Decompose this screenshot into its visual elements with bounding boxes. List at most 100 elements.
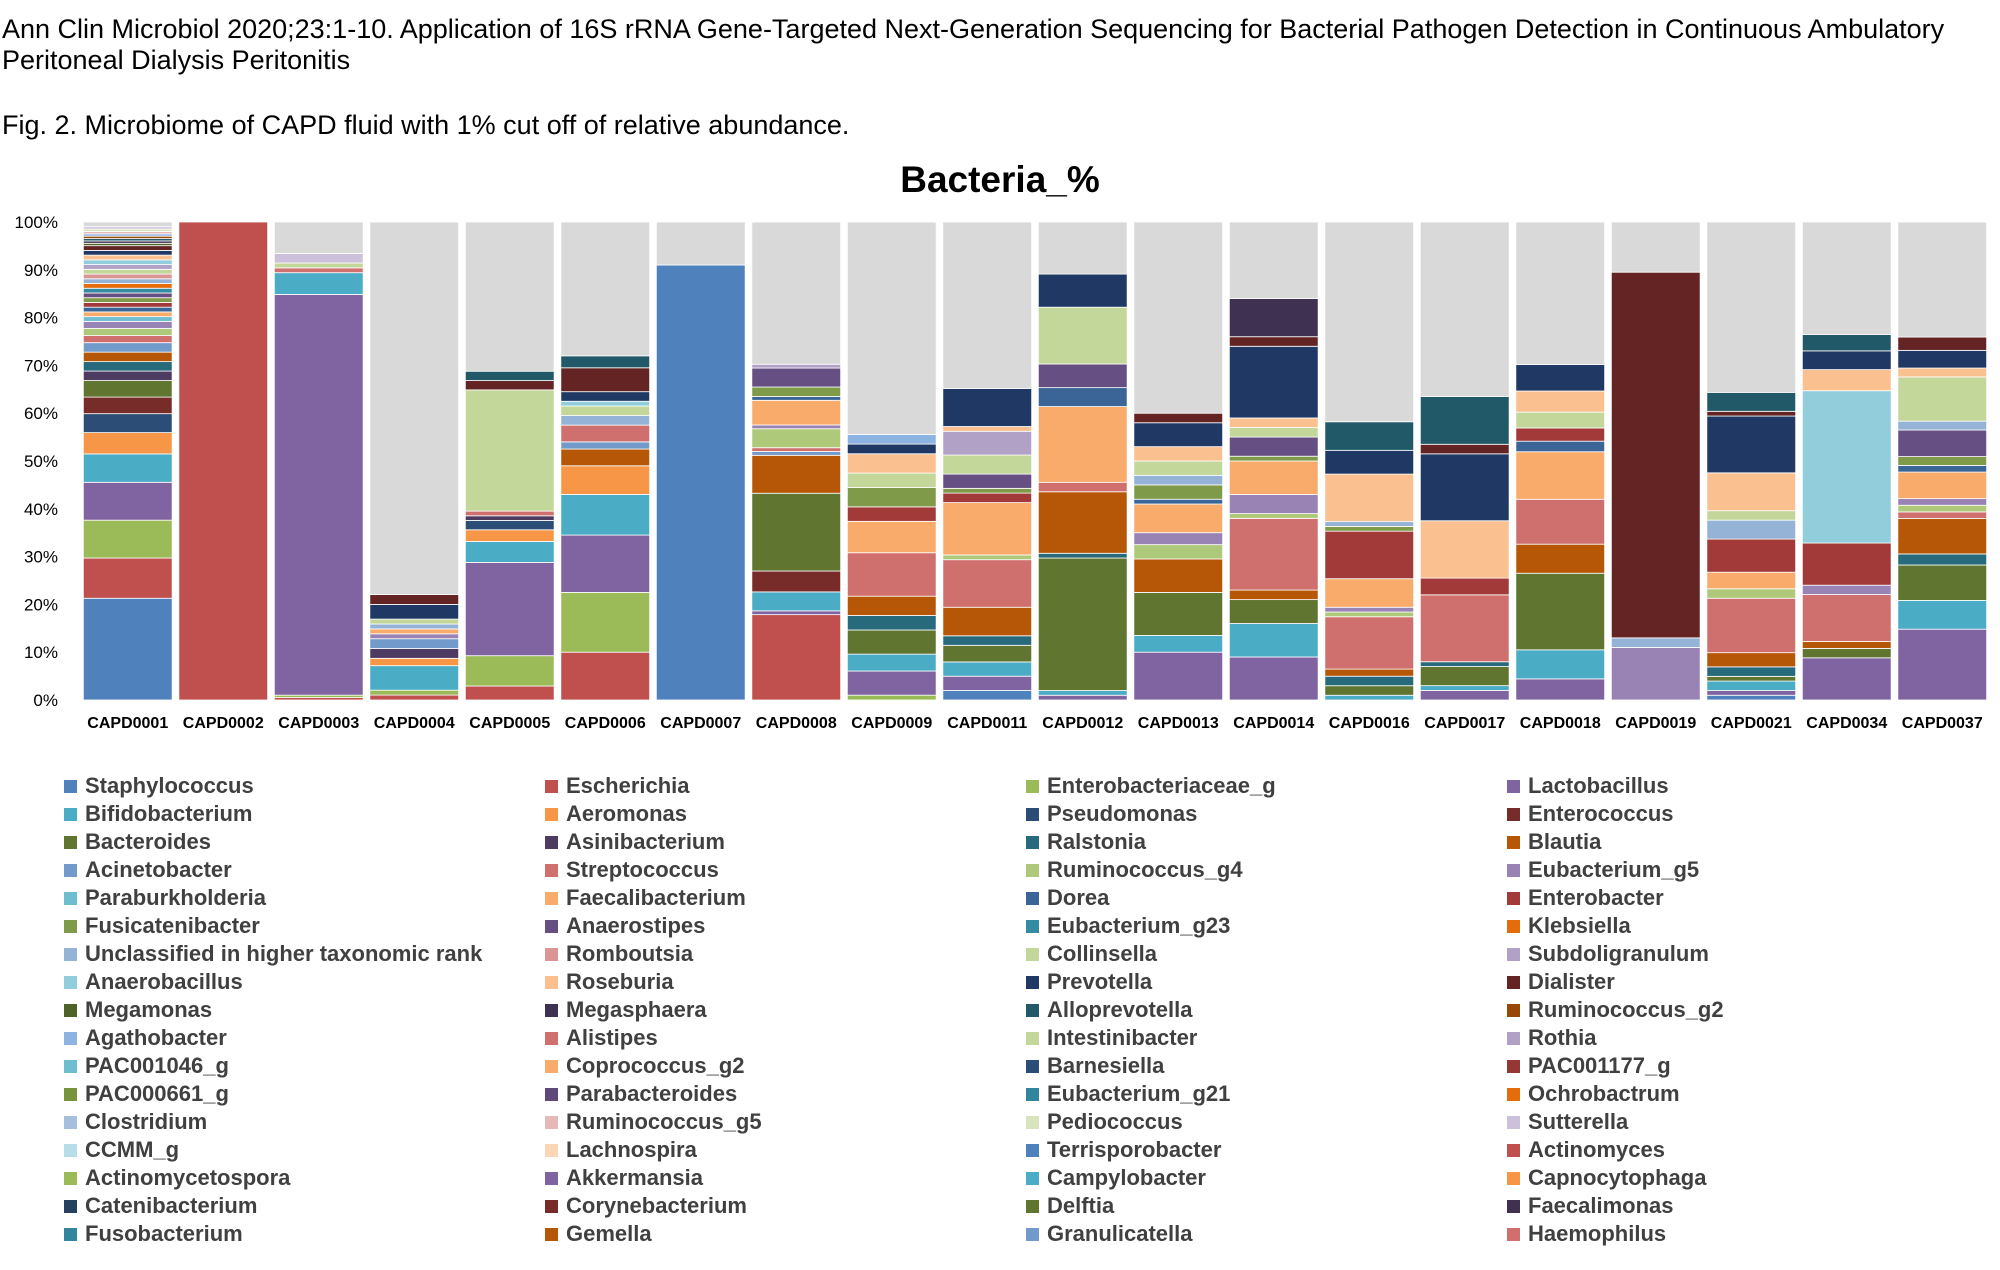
bar-segment <box>1133 422 1224 448</box>
legend-label: Parabacteroides <box>566 1081 738 1106</box>
bar-segment <box>1706 571 1797 590</box>
legend-item: Akkermansia <box>545 1164 762 1192</box>
legend-swatch <box>1507 807 1520 821</box>
bar-segment <box>1324 606 1415 613</box>
bar-segment <box>369 694 460 701</box>
bar-segment <box>369 689 460 696</box>
bar-segment <box>942 661 1033 677</box>
legend-label: Blautia <box>1528 829 1602 854</box>
bar-segment <box>1897 349 1988 369</box>
bar-segment <box>942 606 1033 637</box>
x-tick-label: CAPD0011 <box>947 715 1027 732</box>
bar-segment <box>846 487 937 508</box>
y-tick-label: 80% <box>24 309 58 328</box>
bar-segment <box>1801 594 1892 642</box>
x-axis: CAPD0001 CAPD0002 CAPD0003 CAPD0004 CAPD0005… <box>87 715 1983 732</box>
legend-swatch <box>1026 1087 1039 1101</box>
bar-segment <box>82 328 173 336</box>
x-tick-label: CAPD0012 <box>1042 715 1123 732</box>
bar-segment <box>1228 494 1319 514</box>
bar-segment <box>82 278 173 284</box>
bar-segment <box>1706 415 1797 474</box>
legend-label: Subdoligranulum <box>1528 941 1709 966</box>
x-tick-label: CAPD0019 <box>1615 715 1696 732</box>
bar-segment <box>1133 651 1224 701</box>
bar-segment <box>560 651 651 701</box>
bar-segment <box>464 510 555 517</box>
bar-segment <box>82 306 173 313</box>
bar-segment <box>1897 420 1988 431</box>
bar-segment <box>1228 460 1319 495</box>
bars <box>82 221 1988 701</box>
bar-segment <box>1419 453 1510 522</box>
legend-swatch <box>64 779 77 793</box>
bar-segment <box>82 342 173 353</box>
legend-label: Intestinibacter <box>1047 1025 1198 1050</box>
bar-segment <box>1037 552 1128 559</box>
bar-segment <box>82 453 173 483</box>
x-tick-label: CAPD0002 <box>183 715 264 732</box>
bar-segment <box>846 670 937 696</box>
legend-column-2: Escherichia Aeromonas Asinibacterium Strept… <box>545 772 762 1248</box>
legend-label: Alistipes <box>566 1025 658 1050</box>
legend-label: Ralstonia <box>1047 829 1147 854</box>
legend-label: Ochrobactrum <box>1528 1081 1680 1106</box>
legend-label: Capnocytophaga <box>1528 1165 1707 1190</box>
bar-segment <box>560 494 651 536</box>
bar-segment <box>751 447 842 452</box>
legend-swatch <box>545 1115 558 1129</box>
bar-segment <box>82 292 173 299</box>
legend-label: Pediococcus <box>1047 1109 1183 1134</box>
bar-segment <box>751 610 842 616</box>
legend-label: Staphylococcus <box>85 773 254 798</box>
bar-segment <box>1897 511 1988 519</box>
bar-segment <box>1037 306 1128 365</box>
bar-segment <box>655 264 746 701</box>
bar-segment <box>560 424 651 443</box>
legend-item: Romboutsia <box>545 940 762 968</box>
bar-segment <box>82 380 173 398</box>
bar-segment <box>1897 336 1988 351</box>
bar-segment <box>560 465 651 495</box>
legend-swatch <box>1026 1115 1039 1129</box>
bar-segment <box>1324 675 1415 687</box>
bar-segment <box>751 570 842 593</box>
bar-segment <box>1324 473 1415 523</box>
x-tick-label: CAPD0006 <box>565 715 646 732</box>
legend-swatch <box>545 1003 558 1017</box>
legend-label: Megamonas <box>85 997 213 1022</box>
legend-item: Pseudomonas <box>1026 800 1276 828</box>
bar-segment <box>1706 675 1797 682</box>
legend-swatch <box>64 1227 77 1241</box>
legend-swatch <box>545 1031 558 1045</box>
legend-swatch <box>545 1199 558 1213</box>
bar-segment <box>1515 572 1606 651</box>
legend-item: Anaerostipes <box>545 912 762 940</box>
legend-label: PAC001177_g <box>1528 1053 1671 1078</box>
bar-segment <box>846 595 937 616</box>
bar-segment <box>942 635 1033 646</box>
bar-segment <box>1515 440 1606 453</box>
bar-segment <box>1133 474 1224 486</box>
legend-swatch <box>1026 919 1039 933</box>
legend-item: Eubacterium_g23 <box>1026 912 1276 940</box>
legend-item: Alistipes <box>545 1024 762 1052</box>
bar-segment <box>1228 436 1319 457</box>
legend-item: Eubacterium_g21 <box>1026 1080 1276 1108</box>
bar-segment <box>751 396 842 401</box>
legend-swatch <box>64 891 77 905</box>
bar-segment <box>560 415 651 426</box>
legend-swatch <box>1507 1087 1520 1101</box>
legend-label: Prevotella <box>1047 969 1153 994</box>
legend-label: Campylobacter <box>1047 1165 1206 1190</box>
legend-swatch <box>545 1227 558 1241</box>
bar-segment <box>1037 491 1128 554</box>
bar-segment <box>1419 666 1510 687</box>
bar-segment <box>82 254 173 261</box>
bar-segment <box>846 615 937 631</box>
bar-segment <box>1228 513 1319 519</box>
bar-segment <box>1037 690 1128 696</box>
bar-segment <box>1801 350 1892 371</box>
bar-segment <box>1133 558 1224 593</box>
bar-segment <box>942 430 1033 456</box>
